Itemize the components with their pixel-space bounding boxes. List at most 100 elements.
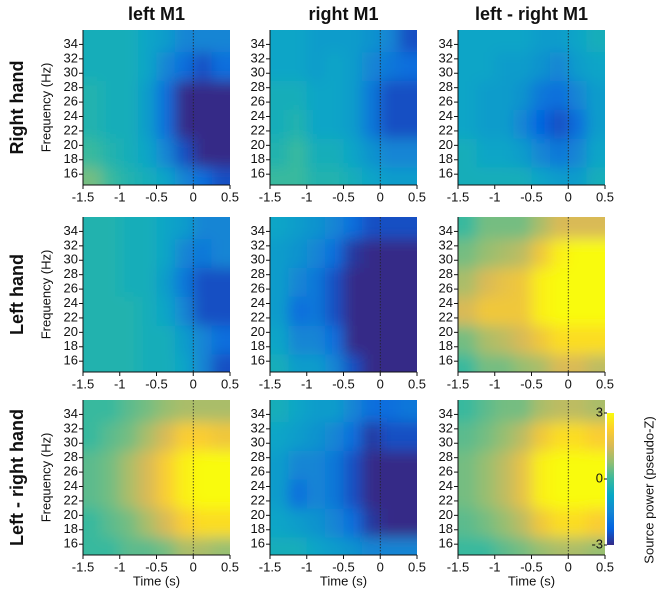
heatmap-cell (101, 450, 121, 480)
heatmap-cell (568, 353, 588, 372)
heatmap-cell (494, 450, 514, 480)
heatmap-cell (531, 80, 551, 110)
x-tick-label: -1 (301, 559, 313, 574)
heatmap-cell (174, 80, 194, 110)
y-tick-label: 32 (64, 50, 78, 65)
heatmap-cell (288, 238, 308, 268)
heatmap-cell (270, 536, 289, 555)
heatmap-cell (343, 421, 363, 451)
heatmap-cell (531, 217, 551, 240)
y-tick-label: 18 (439, 151, 453, 166)
x-tick-label: 0.5 (596, 376, 614, 391)
heatmap-cell (398, 296, 417, 326)
y-tick-label: 20 (64, 137, 78, 152)
heatmap-cell (586, 479, 605, 509)
heatmap-cell (476, 479, 496, 509)
heatmap-cell (476, 166, 496, 185)
y-tick-label: 16 (64, 166, 78, 181)
heatmap-cell (380, 238, 400, 268)
y-tick-label: 24 (64, 478, 78, 493)
heatmap-cell (193, 80, 213, 110)
heatmap-cell (288, 51, 308, 81)
x-tick-label: -0.5 (520, 376, 542, 391)
heatmap-cell (270, 508, 289, 538)
y-tick-label: 16 (251, 353, 265, 368)
heatmap-cell (343, 325, 363, 355)
x-tick-label: -1.5 (72, 376, 94, 391)
x-tick-label: -1 (114, 559, 126, 574)
heatmap-cell (494, 217, 514, 240)
y-tick-label: 26 (64, 281, 78, 296)
heatmap-cell (138, 51, 157, 81)
heatmap-cell (380, 450, 400, 480)
y-tick-label: 20 (251, 324, 265, 339)
heatmap-cell (568, 138, 588, 168)
heatmap-cell (531, 138, 551, 168)
x-tick-label: 0.5 (408, 376, 426, 391)
heatmap-cell (494, 296, 514, 326)
heatmap-cell (288, 325, 308, 355)
heatmap-cell (270, 296, 289, 326)
y-tick-label: 34 (251, 406, 265, 421)
heatmap-cell (361, 217, 381, 240)
heatmap-cell (83, 166, 102, 185)
x-tick-label: -1.5 (72, 189, 94, 204)
heatmap-cell (568, 51, 588, 81)
y-tick-label: 24 (439, 295, 453, 310)
heatmap-cell (531, 109, 551, 139)
heatmap-cell (531, 51, 551, 81)
heatmap-cell (156, 508, 176, 538)
x-tick-label: -1.5 (259, 559, 281, 574)
heatmap-cell (361, 109, 381, 139)
x-tick-label: -0.5 (332, 376, 354, 391)
heatmap-cell (138, 508, 157, 538)
y-tick-label: 24 (251, 108, 265, 123)
heatmap-cell (174, 109, 194, 139)
heatmap-cell (156, 217, 176, 240)
heatmap-cell (549, 296, 569, 326)
heatmap-cell (398, 353, 417, 372)
heatmap-cell (306, 421, 326, 451)
heatmap-cell (476, 421, 496, 451)
heatmap-cell (101, 508, 121, 538)
y-tick-label: 18 (251, 151, 265, 166)
heatmap-cell (156, 325, 176, 355)
y-tick-label: 22 (64, 309, 78, 324)
heatmap-cell (513, 450, 532, 480)
heatmap-cell (306, 217, 326, 240)
heatmap-cell (270, 267, 289, 297)
x-tick-label: -1 (114, 189, 126, 204)
y-tick-label: 18 (64, 521, 78, 536)
colorbar-label: Source power (pseudo-Z) (641, 416, 656, 563)
heatmap-cell (343, 80, 363, 110)
heatmap-cell (270, 450, 289, 480)
y-tick-label: 18 (64, 151, 78, 166)
heatmap-cell (458, 267, 477, 297)
heatmap-cell (101, 353, 121, 372)
heatmap-cell (288, 267, 308, 297)
y-tick-label: 20 (439, 324, 453, 339)
heatmap-cell (174, 166, 194, 185)
x-tick-label: 0.5 (596, 189, 614, 204)
heatmap-cell (119, 536, 139, 555)
heatmap-cell (101, 479, 121, 509)
y-tick-label: 28 (251, 449, 265, 464)
y-tick-label: 16 (251, 166, 265, 181)
heatmap-cell (398, 166, 417, 185)
heatmap-cell (193, 267, 213, 297)
heatmap-cell (476, 138, 496, 168)
heatmap-cell (288, 138, 308, 168)
heatmap-cell (83, 80, 102, 110)
heatmap-cell (211, 166, 230, 185)
y-tick-label: 18 (251, 521, 265, 536)
x-axis-label: Time (s) (320, 573, 367, 588)
heatmap-cell (119, 238, 139, 268)
y-tick-label: 34 (439, 406, 453, 421)
heatmap-cell (288, 217, 308, 240)
heatmap-cell (549, 536, 569, 555)
x-tick-label: -1 (301, 189, 313, 204)
heatmap-cell (306, 238, 326, 268)
heatmap-cell (458, 166, 477, 185)
heatmap-cell (211, 450, 230, 480)
heatmap-cell (513, 51, 532, 81)
